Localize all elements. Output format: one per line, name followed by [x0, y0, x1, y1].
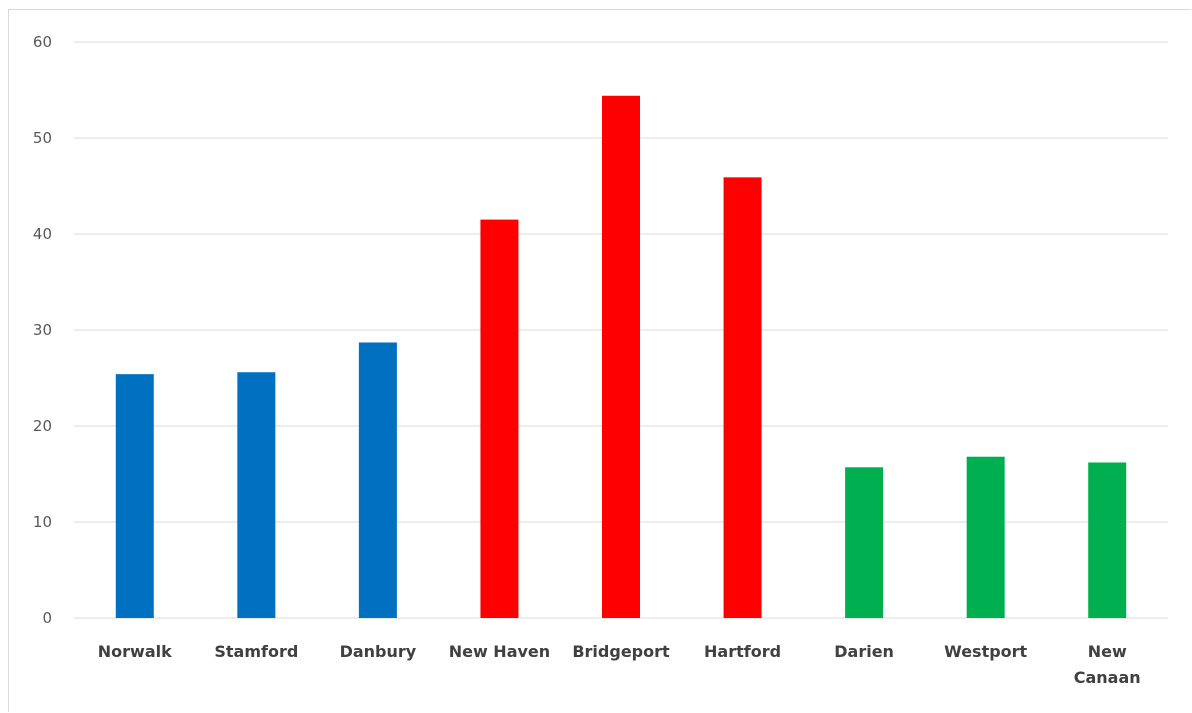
x-category-label: Stamford — [214, 642, 298, 661]
y-tick-label: 60 — [33, 33, 52, 51]
x-axis-category-labels: Norwalk Stamford Danbury New Haven Bridgepor… — [98, 642, 1141, 687]
bar-new-canaan — [1088, 462, 1127, 618]
x-category-label-line: Hartford — [704, 642, 781, 661]
x-category-label: New Canaan — [1074, 642, 1141, 687]
bar-darien — [845, 467, 884, 618]
y-tick-label: 40 — [33, 225, 52, 243]
x-category-label-line: Westport — [944, 642, 1027, 661]
x-category-label: Darien — [834, 642, 894, 661]
x-category-label: Norwalk — [98, 642, 172, 661]
bar-hartford — [723, 177, 762, 619]
bar-danbury — [358, 342, 397, 618]
x-category-label-line: Stamford — [214, 642, 298, 661]
x-category-label-line: New — [1088, 642, 1127, 661]
x-category-label: Bridgeport — [572, 642, 670, 661]
bar-westport — [966, 456, 1005, 618]
y-tick-label: 10 — [33, 513, 52, 531]
bar-new-haven — [480, 219, 519, 618]
x-category-label-line: New Haven — [449, 642, 550, 661]
x-category-label: Hartford — [704, 642, 781, 661]
y-tick-label: 50 — [33, 129, 52, 147]
bars — [115, 95, 1127, 619]
y-tick-label: 0 — [42, 609, 52, 627]
x-category-label: Danbury — [340, 642, 417, 661]
bar-stamford — [237, 372, 276, 618]
bar-norwalk — [115, 374, 154, 618]
y-tick-label: 20 — [33, 417, 52, 435]
x-category-label-line: Darien — [834, 642, 894, 661]
y-axis-tick-labels: 0 10 20 30 40 50 60 — [33, 33, 52, 627]
x-category-label: New Haven — [449, 642, 550, 661]
bar-bridgeport — [602, 95, 640, 618]
x-category-label-line: Bridgeport — [572, 642, 670, 661]
x-category-label: Westport — [944, 642, 1027, 661]
x-category-label-line: Canaan — [1074, 668, 1141, 687]
x-category-label-line: Danbury — [340, 642, 417, 661]
y-tick-label: 30 — [33, 321, 52, 339]
x-category-label-line: Norwalk — [98, 642, 172, 661]
chart-frame — [8, 9, 1191, 712]
